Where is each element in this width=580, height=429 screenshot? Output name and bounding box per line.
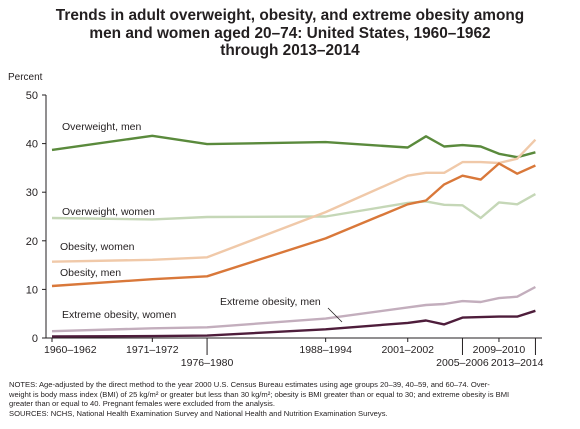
y-axis-label: Percent — [8, 72, 43, 83]
series-line — [51, 134, 536, 159]
series-label: Obesity, women — [60, 241, 135, 253]
series-line — [51, 309, 536, 338]
series-line — [51, 285, 536, 333]
series-label: Extreme obesity, men — [220, 296, 321, 308]
x-tick-label: 2001–2002 — [381, 344, 434, 356]
notes-line: weight is body mass index (BMI) of 25 kg… — [9, 389, 510, 399]
x-tick-label: 2009–2010 — [473, 344, 526, 356]
chart-axes: Percent 0 10 20 30 40 50 1960–1962 1971–19721976… — [8, 72, 544, 369]
chart-series-labels: Overweight, men Overweight, women Obesity,… — [60, 121, 343, 323]
chart-series — [51, 134, 537, 338]
x-tick-label: 2005–2006 — [436, 357, 489, 369]
x-tick-label: 1976–1980 — [181, 357, 234, 369]
x-tick-label: 1971–1972 — [126, 344, 179, 356]
x-tick-label: 1960–1962 — [44, 344, 97, 356]
sources-line: SOURCES: NCHS, National Health Examinati… — [9, 408, 388, 418]
y-tick-label: 10 — [26, 284, 38, 296]
x-tick-label: 1988–1994 — [299, 344, 352, 356]
chart-notes: NOTES: Age-adjusted by the direct method… — [9, 380, 575, 418]
series-label: Extreme obesity, women — [62, 309, 176, 321]
chart-title-line: through 2013–2014 — [220, 42, 360, 59]
y-tick-label: 30 — [26, 187, 38, 199]
series-line — [51, 138, 537, 263]
chart-title: Trends in adult overweight, obesity, and… — [0, 7, 580, 60]
notes-line: NOTES: Age-adjusted by the direct method… — [9, 380, 490, 389]
y-tick-label: 50 — [26, 90, 38, 102]
x-tick-label: 2013–2014 — [491, 357, 544, 369]
series-line — [51, 193, 536, 221]
series-label: Obesity, men — [60, 267, 121, 279]
series-line — [51, 162, 536, 288]
chart-title-line: men and women aged 20–74: United States,… — [89, 24, 491, 42]
y-tick-label: 20 — [26, 236, 38, 248]
series-label: Overweight, women — [62, 206, 155, 218]
series-label: Overweight, men — [62, 121, 142, 133]
y-tick-label: 40 — [26, 139, 38, 151]
chart-title-line: Trends in adult overweight, obesity, and… — [55, 7, 525, 24]
line-chart: Percent 0 10 20 30 40 50 1960–1962 1971–19721976… — [8, 72, 544, 369]
notes-line: greater than or equal to 40. Pregnant fe… — [9, 399, 275, 408]
series-label-leader — [327, 307, 343, 323]
y-tick-label: 0 — [32, 333, 38, 345]
